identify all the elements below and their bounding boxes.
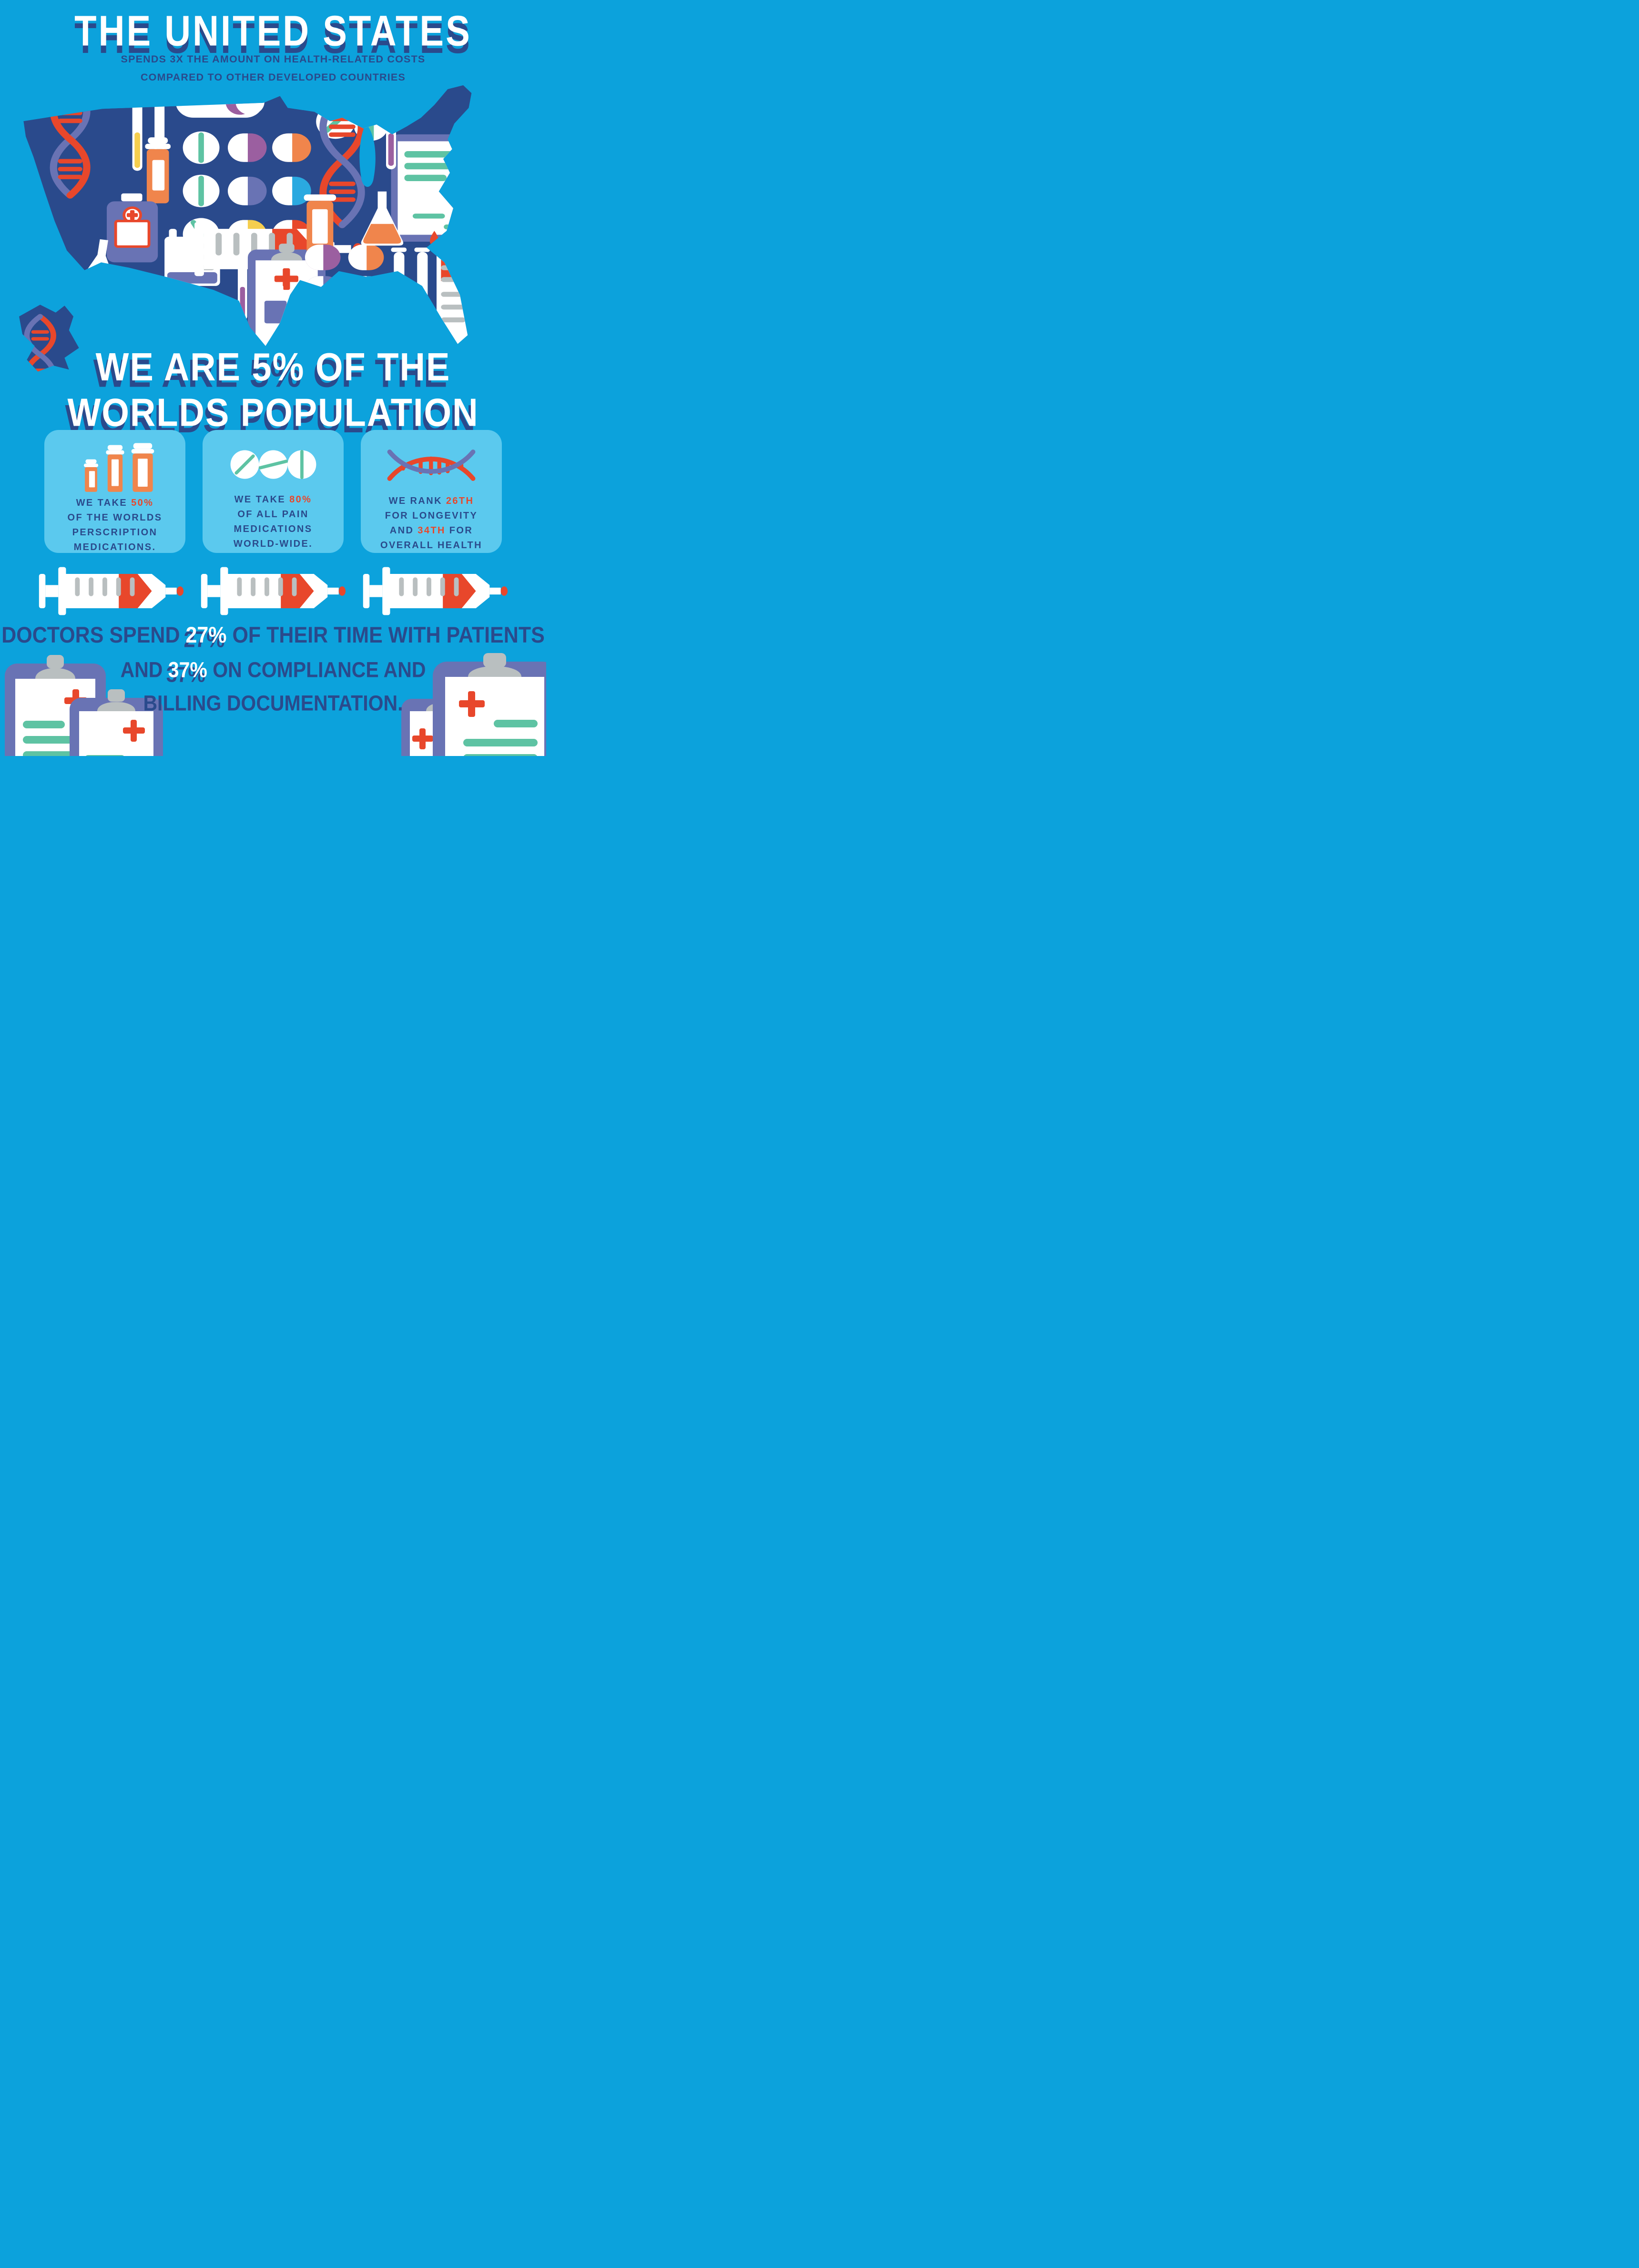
pill-capsule-icon [175, 86, 265, 118]
prescription-bottle-icon [489, 139, 514, 202]
population-headline: WE ARE 5% OF THE WORLDS POPULATION [0, 344, 546, 435]
doctors-stat-line1: DOCTORS SPEND 27% OF THEIR TIME WITH PAT… [0, 623, 546, 648]
text-segment: 50% [131, 498, 154, 508]
text-segment: MEDICATIONS. [73, 542, 156, 552]
prescription-bottle-icon [145, 137, 171, 204]
medicine-bottle-icon [476, 216, 520, 276]
stat-line: PERSCRIPTION [44, 525, 185, 540]
text-segment: OF ALL PAIN [237, 509, 309, 520]
text-segment: OVERALL HEALTH [380, 540, 482, 551]
subtitle-line1: SPENDS 3X THE AMOUNT ON HEALTH-RELATED C… [121, 53, 426, 65]
stat-line: WE TAKE 50% [44, 496, 185, 511]
doctors-stat-line3: BILLING DOCUMENTATION. [0, 691, 546, 716]
text-segment: OF THE WORLDS [67, 512, 163, 523]
pill-bottles-icon [83, 443, 154, 492]
stat-line: MEDICATIONS [203, 522, 344, 537]
clipboard-cluster-left [5, 655, 163, 756]
population-headline-line1: WE ARE 5% OF THE [95, 345, 451, 389]
text-segment: 27% [185, 623, 227, 648]
text-segment: AND [120, 658, 168, 682]
stat-card-prescriptions: WE TAKE 50% OF THE WORLDS PERSCRIPTION M… [44, 430, 185, 553]
population-headline-line2: WORLDS POPULATION [67, 390, 479, 435]
lake-michigan [359, 123, 376, 187]
text-segment: 37% [168, 658, 207, 682]
text-segment: OF THEIR TIME WITH PATIENTS [226, 623, 545, 648]
syringe-row [0, 565, 546, 617]
us-map-illustration [19, 85, 520, 372]
clipboard-icon [433, 653, 546, 756]
text-segment: WE TAKE [234, 494, 290, 505]
medicine-bottle-icon [107, 193, 158, 263]
stat-card-text: WE RANK 26TH FOR LONGEVITY AND 34TH FOR … [361, 494, 502, 553]
text-segment: WORLD-WIDE. [233, 539, 313, 549]
stat-line: OF ALL PAIN [203, 507, 344, 522]
text-segment: MEDICATIONS [234, 524, 313, 534]
stat-line: OVERALL HEALTH [361, 538, 502, 553]
stat-line: WORLD-WIDE. [203, 537, 344, 552]
stat-card-text: WE TAKE 50% OF THE WORLDS PERSCRIPTION M… [44, 496, 185, 555]
text-segment: 80% [289, 494, 312, 505]
stat-line: AND 34TH FOR [361, 523, 502, 538]
text-segment: DOCTORS SPEND [1, 623, 186, 648]
text-segment: 34TH [417, 525, 446, 536]
stat-line: OF THE WORLDS [44, 511, 185, 525]
text-segment: FOR LONGEVITY [385, 511, 478, 521]
text-segment: WE RANK [388, 496, 446, 506]
dna-icon [387, 450, 476, 481]
infographic-page: THE UNITED STATES SPENDS 3X THE AMOUNT O… [0, 0, 546, 756]
pain-pills-icon [230, 450, 316, 480]
text-segment: BILLING DOCUMENTATION. [143, 691, 403, 715]
syringe-icon [39, 567, 184, 615]
text-segment: ON COMPLIANCE AND [207, 658, 426, 682]
flask-icon [361, 191, 404, 246]
page-title: THE UNITED STATES [74, 7, 472, 55]
stat-card-pain-medications: WE TAKE 80% OF ALL PAIN MEDICATIONS WORL… [203, 430, 344, 553]
stat-line: MEDICATIONS. [44, 540, 185, 555]
syringe-icon [363, 567, 508, 615]
clipboard-cluster-right [401, 653, 546, 756]
stat-card-text: WE TAKE 80% OF ALL PAIN MEDICATIONS WORL… [203, 492, 344, 552]
subtitle-line2: COMPARED TO OTHER DEVELOPED COUNTRIES [140, 72, 406, 83]
clipboard-icon [70, 689, 163, 756]
medicine-bottle-icon [260, 285, 291, 341]
syringe-icon [201, 567, 346, 615]
stat-card-health-rank: WE RANK 26TH FOR LONGEVITY AND 34TH FOR … [361, 430, 502, 553]
doctors-stat-line2: AND 37% ON COMPLIANCE AND [0, 658, 546, 683]
text-segment: AND [389, 525, 418, 536]
text-segment: WE TAKE [76, 498, 132, 508]
stat-line: WE RANK 26TH [361, 494, 502, 509]
text-segment: 26TH [446, 496, 474, 506]
text-segment: FOR [445, 525, 473, 536]
stat-line: FOR LONGEVITY [361, 509, 502, 523]
stat-cards: WE TAKE 50% OF THE WORLDS PERSCRIPTION M… [0, 430, 546, 553]
text-segment: PERSCRIPTION [72, 527, 158, 538]
stat-line: WE TAKE 80% [203, 492, 344, 507]
